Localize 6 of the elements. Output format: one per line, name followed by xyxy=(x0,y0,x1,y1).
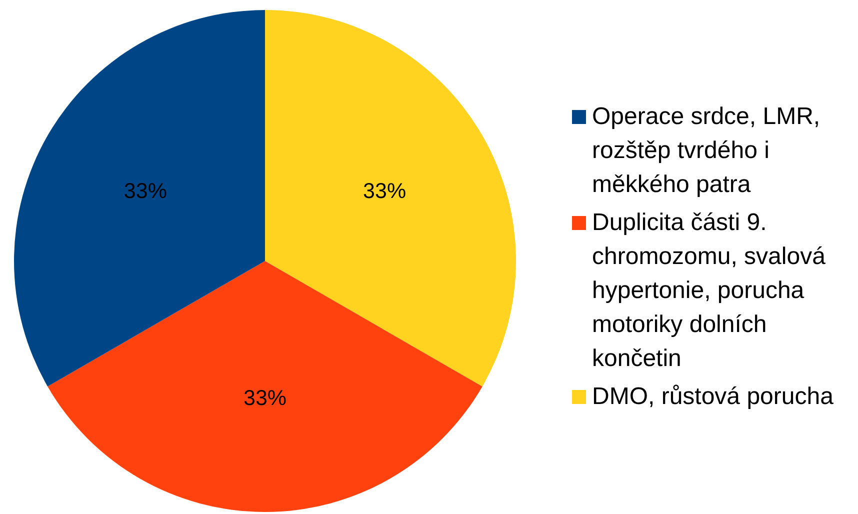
legend-label: Operace srdce, LMR, rozštěp tvrdého i měkkého patra xyxy=(592,102,822,200)
data-label: 33% xyxy=(124,178,167,203)
legend-label: DMO, růstová porucha xyxy=(592,382,834,412)
data-label: 33% xyxy=(363,178,406,203)
legend-label: Duplicita části 9. chromozomu, svalová hypertonie, porucha motoriky dolních končetin xyxy=(592,208,826,374)
data-label: 33% xyxy=(243,386,287,410)
